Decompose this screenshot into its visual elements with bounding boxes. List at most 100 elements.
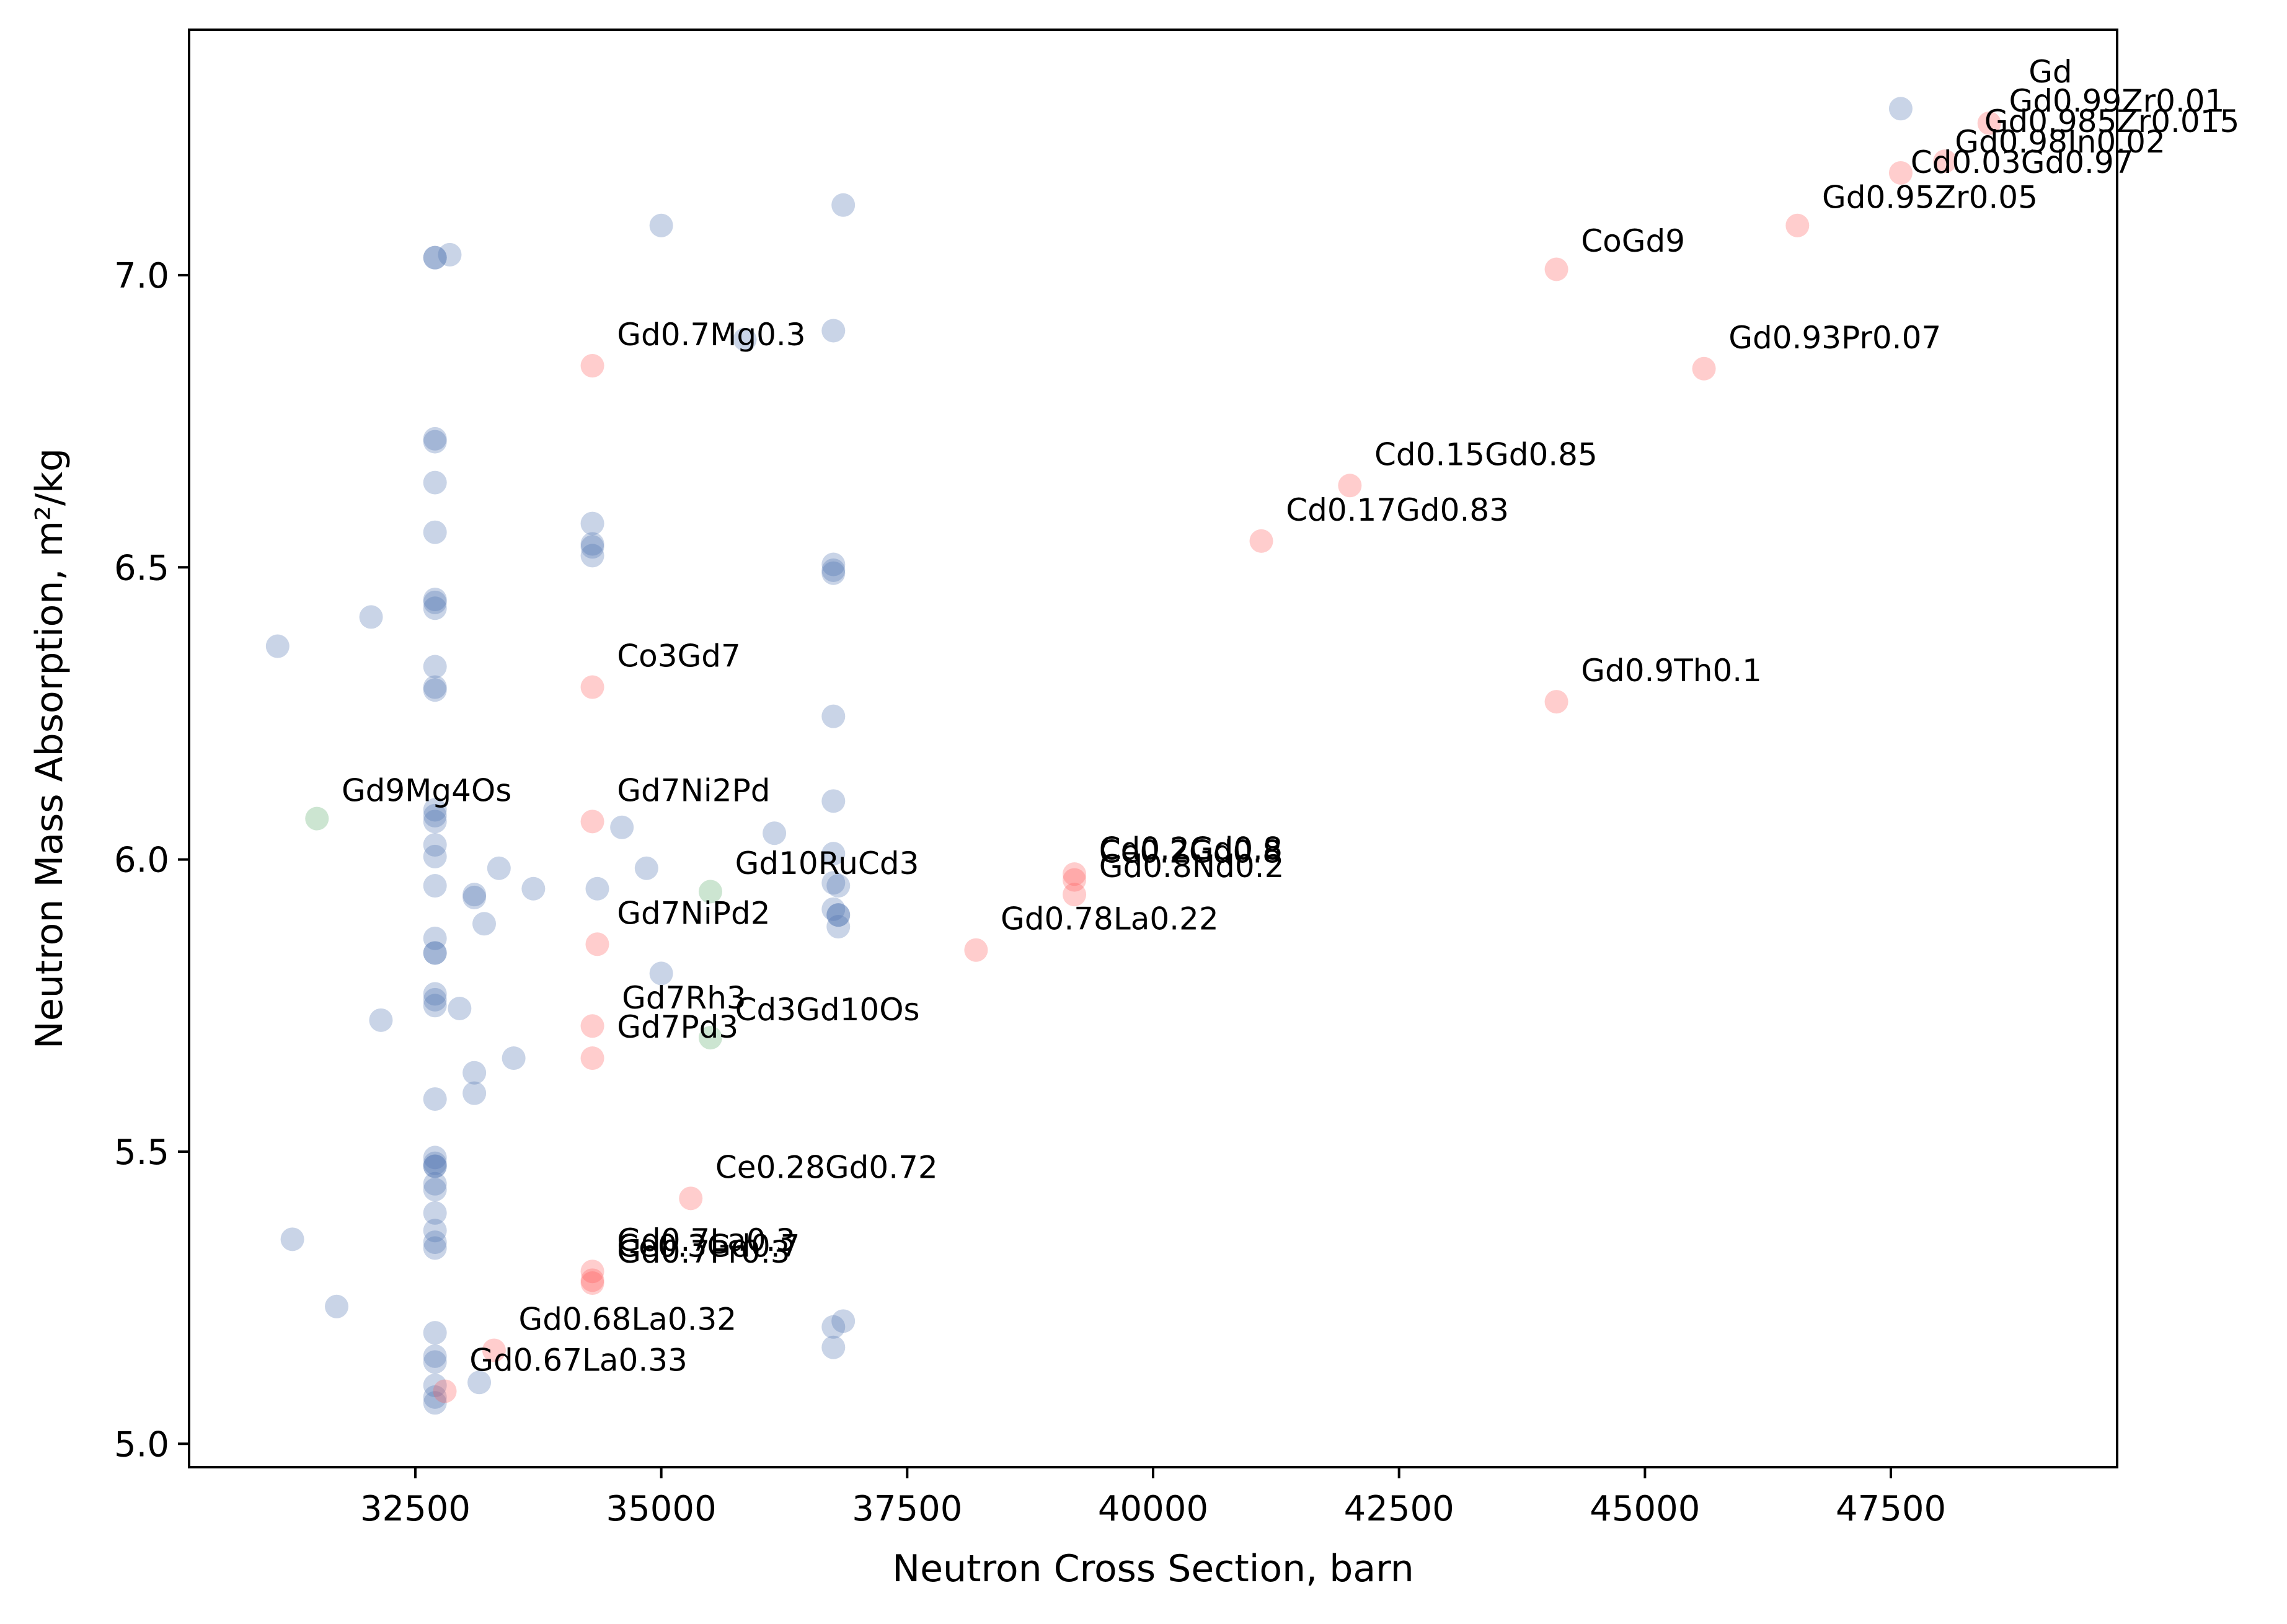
data-point	[423, 1385, 447, 1409]
data-point	[821, 842, 846, 866]
data-point	[359, 605, 383, 629]
point-label: Gd10RuCd3	[735, 845, 919, 881]
data-point	[423, 1230, 447, 1255]
data-point	[462, 883, 487, 907]
data-point	[821, 552, 846, 576]
data-point	[423, 678, 447, 702]
data-point	[1888, 161, 1913, 185]
data-point	[610, 815, 634, 839]
point-label: Gd0.9Th0.1	[1581, 653, 1762, 689]
point-label: Gd	[2028, 54, 2072, 90]
data-point	[826, 903, 851, 927]
x-tick-label: 40000	[1098, 1489, 1208, 1529]
data-point	[423, 1391, 447, 1415]
y-tick-label: 6.0	[114, 841, 169, 881]
data-point	[325, 1294, 349, 1318]
data-point	[423, 1321, 447, 1345]
data-point	[423, 1236, 447, 1260]
data-point	[821, 1335, 846, 1359]
data-point	[462, 885, 487, 909]
data-point	[1785, 213, 1810, 237]
y-tick-label: 6.5	[114, 548, 169, 588]
data-point	[423, 590, 447, 614]
data-point	[423, 245, 447, 270]
x-axis-title: Neutron Cross Section, barn	[892, 1547, 1414, 1591]
data-point	[1888, 97, 1913, 121]
data-point	[964, 938, 988, 962]
y-tick-label: 5.5	[114, 1132, 169, 1173]
data-point	[831, 193, 856, 217]
point-label: Gd0.7Mg0.3	[617, 317, 805, 353]
point-label: Ce0.28Gd0.72	[715, 1149, 938, 1185]
data-point	[1692, 356, 1716, 381]
data-point	[580, 675, 604, 699]
y-tick-label: 7.0	[114, 256, 169, 296]
data-point	[438, 242, 462, 267]
point-label: Cd3Gd10Os	[735, 992, 920, 1028]
point-label: Gd0.98In0.02	[1955, 124, 2165, 160]
point-label: Cd0.15Gd0.85	[1374, 436, 1598, 472]
data-point	[423, 941, 447, 965]
data-point	[423, 1151, 447, 1175]
point-annotations: GdGd0.99Zr0.01Gd0.985Zr0.015Gd0.98In0.02…	[342, 54, 2239, 1379]
data-point	[580, 1014, 604, 1038]
point-label: Gd0.8Nd0.2	[1099, 849, 1285, 885]
data-point	[821, 897, 846, 921]
x-tick-label: 45000	[1590, 1489, 1700, 1529]
data-point	[265, 634, 290, 658]
data-point	[733, 327, 757, 351]
data-point	[649, 213, 673, 237]
data-point	[423, 798, 447, 822]
data-point	[369, 1008, 393, 1032]
data-point	[580, 544, 604, 568]
point-label: Gd0.68La0.32	[519, 1301, 737, 1337]
x-tick-label: 32500	[360, 1489, 471, 1529]
point-label: Gd7NiPd2	[617, 895, 770, 931]
data-point	[1338, 474, 1362, 498]
point-label: Gd7Pd3	[617, 1009, 738, 1045]
data-point	[1063, 883, 1087, 907]
data-point	[698, 880, 722, 904]
x-axis: 32500 35000 37500 40000 42500 45000 47500	[360, 1467, 1946, 1529]
data-point	[423, 1350, 447, 1374]
point-label: Gd0.985Zr0.015	[1984, 104, 2240, 139]
data-point	[580, 810, 604, 834]
y-axis-title: Neutron Mass Absorption, m²/kg	[28, 448, 71, 1049]
data-point	[433, 1379, 457, 1403]
point-label: Cd0.03Gd0.97	[1911, 144, 2134, 180]
data-point	[649, 961, 673, 986]
data-point	[423, 1145, 447, 1170]
point-label: Co3Gd7	[617, 638, 741, 674]
data-point	[821, 789, 846, 813]
point-label: Gd0.93Pr0.07	[1728, 320, 1941, 356]
data-point	[821, 319, 846, 343]
x-tick-label: 47500	[1836, 1489, 1946, 1529]
data-point	[423, 1374, 447, 1398]
point-label: Gd7Rh3	[622, 980, 746, 1016]
data-point	[423, 470, 447, 495]
data-point	[423, 1172, 447, 1196]
point-label: Gd9Mg4Os	[342, 772, 511, 808]
data-point	[423, 941, 447, 965]
data-point	[821, 558, 846, 582]
data-point	[580, 532, 604, 556]
point-label: Ce0.3Gd0.7	[617, 1229, 800, 1264]
data-point	[423, 655, 447, 679]
data-point	[423, 982, 447, 1006]
data-point	[423, 596, 447, 620]
data-point	[472, 912, 497, 936]
data-point	[423, 430, 447, 454]
y-tick-label: 5.0	[114, 1424, 169, 1465]
data-point	[698, 1026, 722, 1050]
point-label: Gd0.78La0.22	[1001, 901, 1219, 937]
x-tick-label: 42500	[1344, 1489, 1454, 1529]
x-tick-label: 37500	[852, 1489, 962, 1529]
data-point	[826, 915, 851, 939]
data-point	[423, 994, 447, 1018]
data-point	[1933, 149, 1957, 174]
data-point	[580, 1271, 604, 1295]
data-point	[585, 876, 609, 901]
data-point	[423, 520, 447, 544]
point-label: Gd0.7La0.3	[617, 1222, 795, 1258]
